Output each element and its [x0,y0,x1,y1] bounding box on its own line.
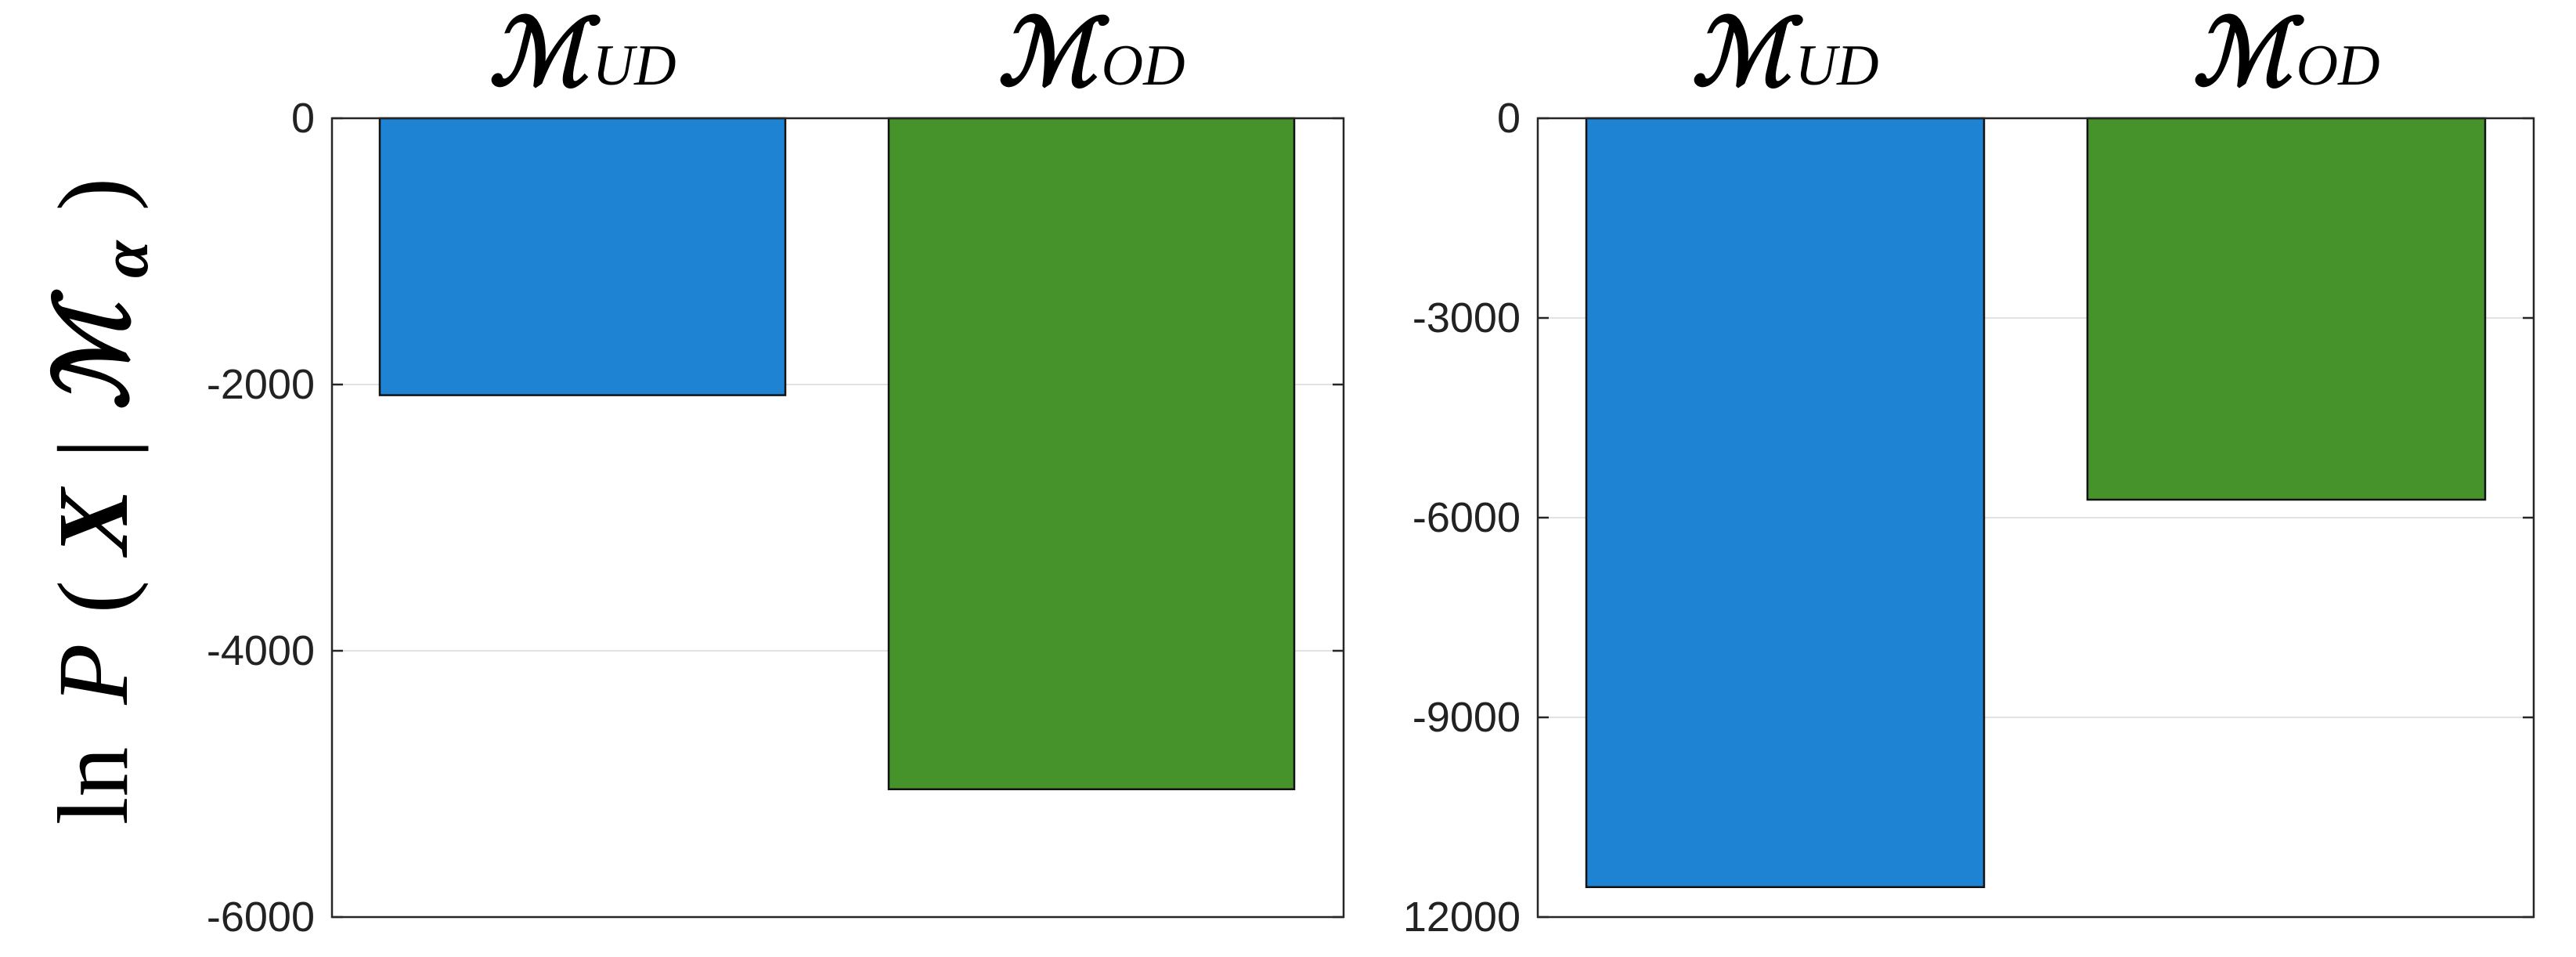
ytick-label: -3000 [1412,294,1521,341]
y-axis-label: ln P ( X | ℳ α ) [38,178,169,825]
bar-od [2086,117,2487,501]
ytick-label: -9000 [1412,694,1521,741]
svg-text:ln P ( X: ln P ( X | ℳ α ) [38,178,169,825]
bar-ud [1585,117,1986,888]
ylabel-subscript: α [87,240,162,278]
ylabel-p: P [38,643,149,705]
ylabel-separator: | [38,439,149,459]
category-label-od: ℳOD [2192,2,2379,105]
ylabel-model: ℳ [38,289,149,410]
ytick-label: -6000 [1412,494,1521,541]
ylabel-x: X [38,486,149,558]
category-label-od: ℳOD [998,2,1185,105]
bar-ud [378,117,787,396]
category-label-ud: ℳUD [1691,2,1878,105]
chart-panel-right: 0 -3000 -6000 -9000 12000 ℳUD ℳOD [1403,2,2535,941]
ytick-label: 12000 [1403,894,1521,941]
ytick-label: -6000 [207,894,315,941]
ylabel-ln: ln [38,747,149,825]
chart-panel-left: 0 -2000 -4000 -6000 ℳUD ℳOD [207,2,1345,941]
axes-box [330,117,1345,919]
ylabel-close-paren: ) [38,178,149,211]
ytick-label: 0 [1497,95,1521,142]
ytick-label: -2000 [207,361,315,408]
ytick-label: 0 [291,95,315,142]
category-label-ud: ℳUD [489,2,676,105]
ylabel-open-paren: ( [38,580,149,614]
bar-od [887,117,1296,791]
ytick-label: -4000 [207,627,315,674]
